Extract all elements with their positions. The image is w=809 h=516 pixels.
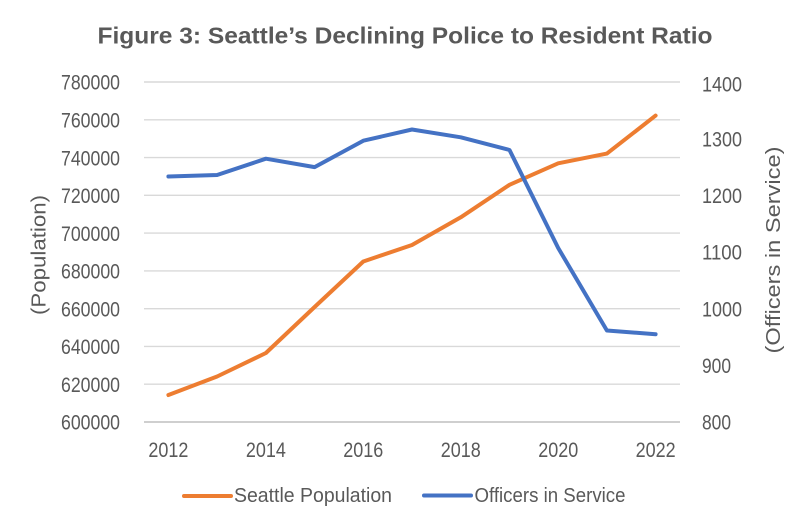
svg-text:700000: 700000 (61, 223, 120, 246)
svg-text:1100: 1100 (702, 242, 742, 265)
svg-text:760000: 760000 (61, 110, 120, 133)
svg-text:660000: 660000 (61, 298, 120, 321)
svg-text:620000: 620000 (61, 374, 120, 397)
svg-text:600000: 600000 (61, 412, 120, 435)
svg-text:640000: 640000 (61, 336, 120, 359)
svg-text:Seattle Population: Seattle Population (234, 485, 392, 507)
svg-text:2012: 2012 (148, 439, 188, 462)
svg-text:1000: 1000 (702, 298, 742, 321)
svg-text:800: 800 (702, 412, 731, 435)
svg-text:(Population): (Population) (29, 195, 51, 315)
svg-text:780000: 780000 (61, 72, 120, 95)
svg-text:2022: 2022 (636, 439, 676, 462)
svg-text:2020: 2020 (538, 439, 578, 462)
svg-text:2014: 2014 (246, 439, 286, 462)
svg-text:Figure 3: Seattle’s Declining: Figure 3: Seattle’s Declining Police to … (98, 22, 713, 48)
svg-text:1300: 1300 (702, 128, 742, 151)
svg-text:(Officers in Service): (Officers in Service) (763, 147, 785, 354)
svg-text:720000: 720000 (61, 185, 120, 208)
svg-text:Officers in Service: Officers in Service (475, 485, 626, 507)
svg-text:680000: 680000 (61, 261, 120, 284)
svg-text:1200: 1200 (702, 185, 742, 208)
svg-text:900: 900 (702, 355, 731, 378)
svg-text:740000: 740000 (61, 147, 120, 170)
svg-text:2018: 2018 (441, 439, 481, 462)
svg-text:1400: 1400 (702, 74, 742, 97)
svg-text:2016: 2016 (343, 439, 383, 462)
